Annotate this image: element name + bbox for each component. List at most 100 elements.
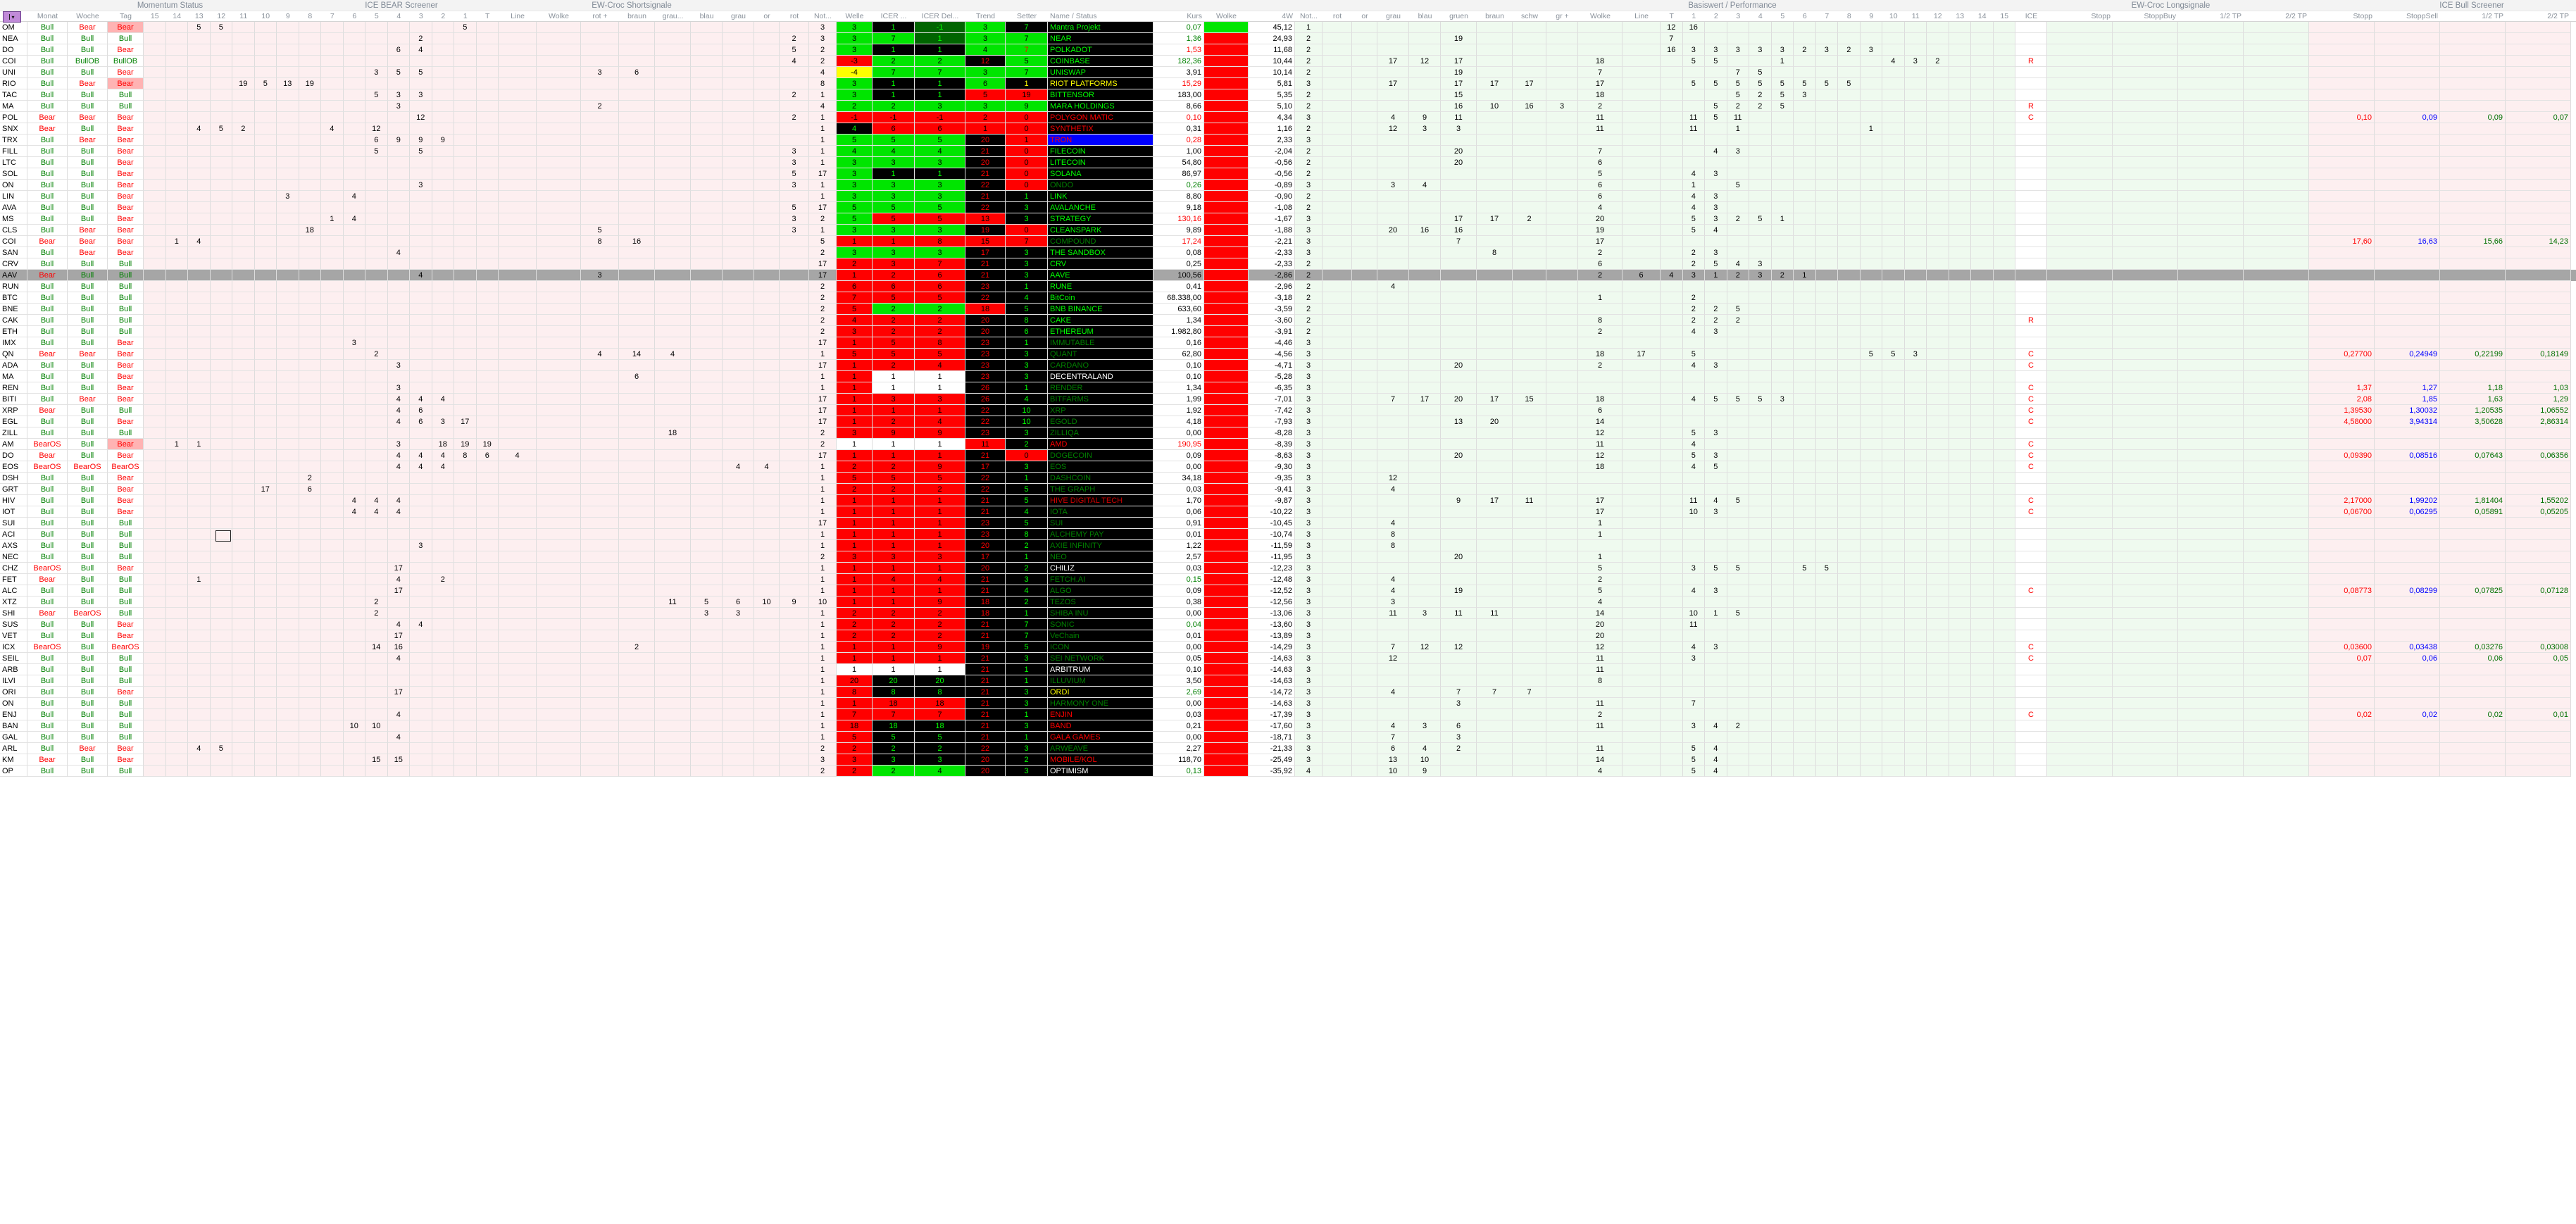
cell-l2[interactable]: [1705, 67, 1727, 78]
cell-tp2s[interactable]: [2506, 44, 2571, 56]
cell-kurs[interactable]: 0,01: [1153, 529, 1204, 540]
cell-lnot[interactable]: 2: [1295, 168, 1323, 180]
cell-sgrau[interactable]: [723, 405, 754, 416]
cell-l2[interactable]: 4: [1705, 225, 1727, 236]
cell-swolke[interactable]: [537, 304, 581, 315]
cell-lbraun[interactable]: 17: [1477, 213, 1513, 225]
cell-sblau[interactable]: [691, 213, 723, 225]
cell-l5[interactable]: [1771, 281, 1794, 292]
cell-kurs[interactable]: 190,95: [1153, 439, 1204, 450]
cell-icer[interactable]: 5: [873, 135, 915, 146]
cell-lschw[interactable]: [1513, 473, 1546, 484]
cell-l10[interactable]: [1882, 236, 1905, 247]
cell-l5[interactable]: [1771, 551, 1794, 563]
cell-lwolke[interactable]: 2: [1578, 574, 1622, 585]
cell-l5[interactable]: [1771, 112, 1794, 123]
cell-b8[interactable]: [299, 360, 321, 371]
cell-lgrau[interactable]: [1377, 563, 1409, 574]
cell-lrot[interactable]: [1323, 709, 1352, 720]
cell-l9[interactable]: [1860, 258, 1882, 270]
cell-stopp[interactable]: [2047, 506, 2113, 518]
cell-l1[interactable]: [1682, 416, 1705, 427]
column-header-stoppbuy[interactable]: StoppBuy: [2144, 12, 2176, 20]
cell-w4[interactable]: -1,08: [1249, 202, 1295, 213]
table-row[interactable]: IOT Bull Bull Bear 4 4 4 1 1 1 1 21 4 IOTA 0,06 -10,22 3…: [0, 506, 2576, 518]
cell-stoppsell[interactable]: [2375, 135, 2440, 146]
cell-b12[interactable]: [210, 135, 232, 146]
cell-tp1s[interactable]: [2440, 597, 2506, 608]
cell-sgrau[interactable]: [723, 67, 754, 78]
cell-b11[interactable]: [232, 349, 255, 360]
cell-l3[interactable]: [1727, 349, 1749, 360]
cell-sgrau2[interactable]: [655, 191, 691, 202]
cell-welle[interactable]: 2: [837, 484, 873, 495]
cell-stoppbuy[interactable]: [2113, 427, 2178, 439]
cell-lnot[interactable]: 3: [1295, 506, 1323, 518]
cell-b4[interactable]: 6: [387, 44, 410, 56]
cell-l15[interactable]: [1993, 439, 2015, 450]
cell-l3[interactable]: [1727, 687, 1749, 698]
cell-l5[interactable]: 5: [1771, 78, 1794, 89]
cell-stoppsell[interactable]: [2375, 67, 2440, 78]
cell-b2[interactable]: [432, 304, 454, 315]
cell-lbraun[interactable]: [1477, 371, 1513, 382]
cell-tp1b[interactable]: [2178, 180, 2244, 191]
cell-lor[interactable]: [1352, 720, 1377, 732]
cell-sor[interactable]: [754, 416, 780, 427]
cell-kurs[interactable]: 1,53: [1153, 44, 1204, 56]
cell-sgrau2[interactable]: [655, 551, 691, 563]
cell-l2[interactable]: 5: [1705, 56, 1727, 67]
cell-l1[interactable]: 3: [1682, 720, 1705, 732]
cell-l6[interactable]: [1794, 56, 1816, 67]
cell-b15[interactable]: [144, 461, 166, 473]
column-header-l11[interactable]: 11: [1911, 12, 1920, 20]
cell-trend[interactable]: 20: [965, 135, 1006, 146]
cell-b6[interactable]: [343, 247, 365, 258]
cell-stopp[interactable]: [2047, 675, 2113, 687]
cell-wolke[interactable]: [1204, 495, 1249, 506]
cell-lgruen[interactable]: 19: [1441, 33, 1477, 44]
cell-l12[interactable]: [1927, 337, 1949, 349]
cell-stopp[interactable]: [2047, 495, 2113, 506]
cell-stoppbuy[interactable]: [2113, 597, 2178, 608]
cell-monat[interactable]: Bull: [27, 371, 68, 382]
cell-l1[interactable]: [1682, 135, 1705, 146]
cell-l8[interactable]: [1838, 349, 1861, 360]
cell-b3[interactable]: 3: [410, 89, 432, 101]
cell-tp2b[interactable]: [2244, 135, 2309, 146]
cell-lT[interactable]: [1661, 506, 1683, 518]
cell-l9[interactable]: [1860, 732, 1882, 743]
cell-lgruen[interactable]: [1441, 191, 1477, 202]
cell-icerdel[interactable]: 8: [915, 236, 965, 247]
cell-lor[interactable]: [1352, 315, 1377, 326]
cell-tp2b[interactable]: [2244, 394, 2309, 405]
cell-l15[interactable]: [1993, 427, 2015, 439]
cell-icerdel[interactable]: 3: [915, 191, 965, 202]
cell-b11[interactable]: [232, 619, 255, 630]
cell-b13[interactable]: [188, 687, 211, 698]
cell-b15[interactable]: [144, 326, 166, 337]
cell-b1[interactable]: [454, 642, 477, 653]
cell-lschw[interactable]: [1513, 585, 1546, 597]
cell-stopp[interactable]: [2047, 529, 2113, 540]
cell-srot2[interactable]: 4: [780, 56, 809, 67]
cell-sline[interactable]: [499, 281, 537, 292]
cell-stopp2[interactable]: 4,58000: [2309, 416, 2375, 427]
cell-welle[interactable]: 5: [837, 473, 873, 484]
cell-lrot[interactable]: [1323, 675, 1352, 687]
cell-lnot[interactable]: 2: [1295, 101, 1323, 112]
cell-setter[interactable]: 0: [1006, 146, 1048, 157]
cell-srot[interactable]: [581, 495, 619, 506]
cell-wolke[interactable]: [1204, 270, 1249, 281]
cell-tag[interactable]: Bull: [108, 585, 144, 597]
cell-lline[interactable]: [1622, 78, 1661, 89]
cell-b14[interactable]: [165, 22, 188, 33]
cell-lnot[interactable]: 3: [1295, 450, 1323, 461]
cell-b5[interactable]: 2: [365, 608, 388, 619]
cell-b2[interactable]: [432, 382, 454, 394]
cell-l12[interactable]: [1927, 495, 1949, 506]
cell-lschw[interactable]: [1513, 642, 1546, 653]
cell-lblau[interactable]: [1409, 675, 1441, 687]
cell-b4[interactable]: [387, 608, 410, 619]
cell-b12[interactable]: [210, 473, 232, 484]
